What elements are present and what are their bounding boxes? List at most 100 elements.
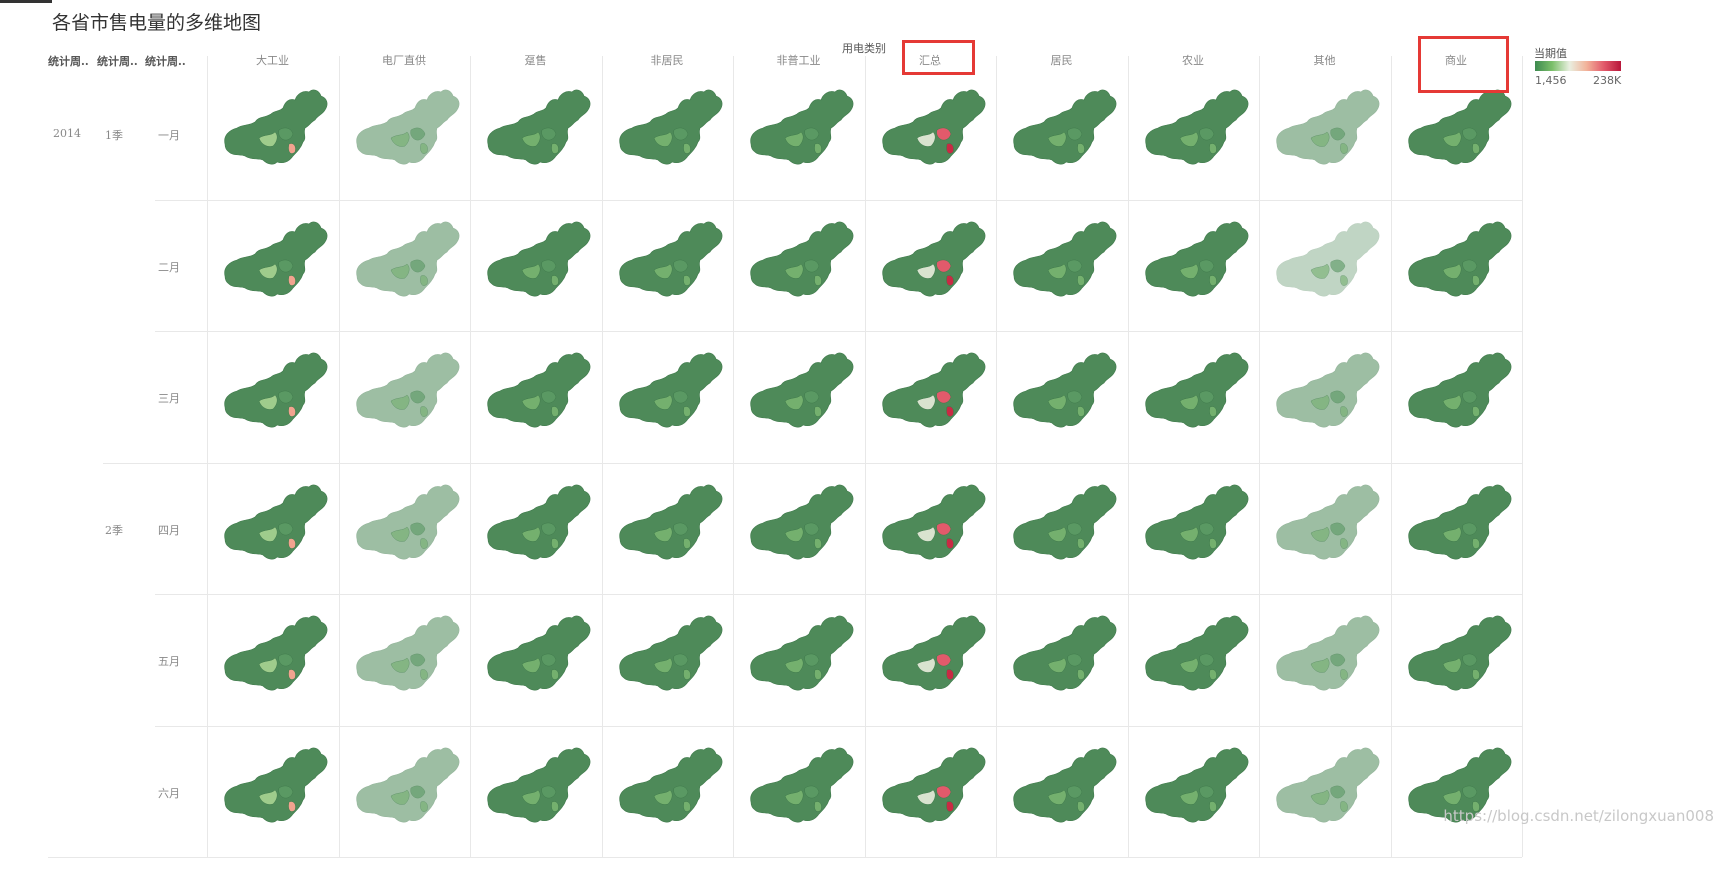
- grid-divider: [601, 56, 603, 857]
- column-header-2[interactable]: 趸售: [524, 54, 547, 67]
- map-cell[interactable]: [996, 594, 1127, 725]
- row-label-month[interactable]: 五月: [158, 655, 180, 668]
- map-cell[interactable]: [602, 463, 733, 594]
- china-province-map-icon: [224, 352, 328, 428]
- map-cell[interactable]: [865, 200, 996, 331]
- legend-max-value: 238K: [1593, 74, 1622, 87]
- map-cell[interactable]: [865, 68, 996, 199]
- map-cell[interactable]: [339, 594, 470, 725]
- map-cell[interactable]: [733, 463, 864, 594]
- map-cell[interactable]: [1128, 331, 1259, 462]
- map-cell[interactable]: [865, 594, 996, 725]
- map-cell[interactable]: [733, 331, 864, 462]
- row-header-month[interactable]: 统计周..: [145, 55, 186, 68]
- grid-divider: [103, 462, 1522, 464]
- map-cell[interactable]: [996, 463, 1127, 594]
- map-cell[interactable]: [1128, 594, 1259, 725]
- column-header-9[interactable]: 商业: [1445, 54, 1467, 67]
- map-cell[interactable]: [470, 331, 601, 462]
- map-cell[interactable]: [470, 200, 601, 331]
- legend-min-value: 1,456: [1535, 74, 1567, 87]
- map-cell[interactable]: [733, 200, 864, 331]
- map-cell[interactable]: [207, 463, 338, 594]
- map-cell[interactable]: [1128, 726, 1259, 857]
- row-header-year[interactable]: 统计周..: [48, 55, 89, 68]
- map-cell[interactable]: [865, 463, 996, 594]
- map-cell[interactable]: [1259, 68, 1390, 199]
- map-cell[interactable]: [470, 463, 601, 594]
- map-cell[interactable]: [339, 726, 470, 857]
- map-cell[interactable]: [339, 463, 470, 594]
- column-header-1[interactable]: 电厂直供: [382, 54, 426, 67]
- map-cell[interactable]: [996, 726, 1127, 857]
- grid-divider: [1127, 56, 1129, 857]
- map-cell[interactable]: [207, 200, 338, 331]
- china-province-map-icon: [1276, 89, 1380, 165]
- map-cell[interactable]: [733, 594, 864, 725]
- map-cell[interactable]: [602, 331, 733, 462]
- china-province-map-icon: [1144, 747, 1248, 822]
- map-cell[interactable]: [996, 331, 1127, 462]
- map-cell[interactable]: [1128, 463, 1259, 594]
- map-cell[interactable]: [470, 68, 601, 199]
- map-cell[interactable]: [865, 726, 996, 857]
- map-cell[interactable]: [339, 331, 470, 462]
- row-label-quarter[interactable]: 2季: [105, 523, 123, 537]
- column-header-4[interactable]: 非普工业: [776, 54, 821, 67]
- map-cell[interactable]: [207, 331, 338, 462]
- row-label-quarter[interactable]: 1季: [105, 129, 123, 142]
- map-cell[interactable]: [1391, 68, 1522, 199]
- row-header-quarter[interactable]: 统计周..: [97, 55, 138, 68]
- title-accent-bar: [0, 0, 52, 3]
- map-cell[interactable]: [207, 68, 338, 199]
- row-label-month[interactable]: 三月: [158, 392, 180, 405]
- map-cell[interactable]: [865, 331, 996, 462]
- map-cell[interactable]: [470, 726, 601, 857]
- map-cell[interactable]: [339, 200, 470, 331]
- row-label-month[interactable]: 六月: [158, 786, 180, 800]
- map-cell[interactable]: [207, 726, 338, 857]
- column-header-3[interactable]: 非居民: [650, 54, 684, 67]
- map-cell[interactable]: [339, 68, 470, 199]
- map-cell[interactable]: [1391, 200, 1522, 331]
- column-header-0[interactable]: 大工业: [256, 54, 289, 67]
- map-cell[interactable]: [1259, 463, 1390, 594]
- map-cell[interactable]: [1259, 594, 1390, 725]
- map-cell[interactable]: [733, 68, 864, 199]
- map-cell[interactable]: [1259, 331, 1390, 462]
- china-province-map-icon: [618, 352, 722, 428]
- china-province-map-icon: [750, 747, 854, 822]
- map-cell[interactable]: [1391, 331, 1522, 462]
- map-cell[interactable]: [602, 200, 733, 331]
- map-cell[interactable]: [1391, 726, 1522, 857]
- map-cell[interactable]: [207, 594, 338, 725]
- row-label-month[interactable]: 二月: [158, 260, 180, 274]
- map-cell[interactable]: [1391, 463, 1522, 594]
- map-cell[interactable]: [996, 200, 1127, 331]
- map-cell[interactable]: [1128, 68, 1259, 199]
- row-label-month[interactable]: 一月: [158, 129, 180, 142]
- map-cell[interactable]: [733, 726, 864, 857]
- china-province-map-icon: [1144, 484, 1248, 559]
- column-header-6[interactable]: 居民: [1050, 54, 1073, 67]
- map-cell[interactable]: [470, 594, 601, 725]
- china-province-map-icon: [1276, 221, 1380, 296]
- china-province-map-icon: [487, 89, 591, 165]
- column-header-7[interactable]: 农业: [1182, 54, 1204, 67]
- china-province-map-icon: [355, 352, 459, 428]
- map-cell[interactable]: [996, 68, 1127, 199]
- column-header-5[interactable]: 汇总: [919, 54, 941, 67]
- row-label-year[interactable]: 2014: [53, 127, 81, 140]
- map-cell[interactable]: [1128, 200, 1259, 331]
- china-province-map-icon: [355, 747, 459, 822]
- map-cell[interactable]: [1391, 594, 1522, 725]
- row-label-month[interactable]: 四月: [158, 523, 180, 537]
- map-cell[interactable]: [602, 726, 733, 857]
- highlight-box-commercial: [1418, 36, 1509, 93]
- map-cell[interactable]: [1259, 726, 1390, 857]
- china-province-map-icon: [1013, 352, 1117, 428]
- column-header-8[interactable]: 其他: [1313, 54, 1336, 67]
- map-cell[interactable]: [602, 594, 733, 725]
- map-cell[interactable]: [602, 68, 733, 199]
- map-cell[interactable]: [1259, 200, 1390, 331]
